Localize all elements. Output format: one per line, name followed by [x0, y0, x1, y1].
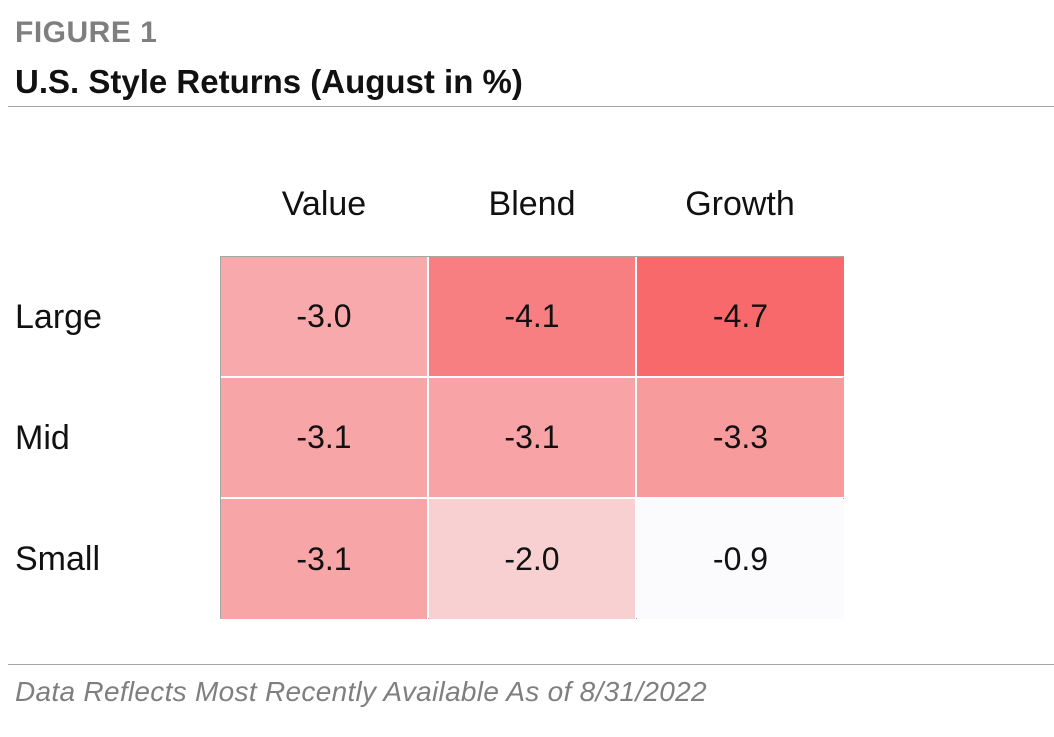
row-header-small: Small — [15, 540, 101, 578]
heatmap-cell-small-growth: -0.9 — [637, 499, 844, 619]
column-header-value: Value — [281, 185, 367, 223]
heatmap-cell-small-value: -3.1 — [221, 499, 428, 619]
chart-title: U.S. Style Returns (August in %) — [15, 63, 523, 100]
heatmap-cell-small-blend: -2.0 — [429, 499, 636, 619]
heatmap-cell-mid-blend: -3.1 — [429, 378, 636, 498]
heatmap-cell-large-blend: -4.1 — [429, 257, 636, 377]
figure-label: FIGURE 1 — [15, 16, 158, 49]
heatmap-cell-mid-value: -3.1 — [221, 378, 428, 498]
row-header-mid: Mid — [15, 419, 70, 457]
row-header-large: Large — [15, 298, 102, 336]
heatmap-grid: -3.0 -4.1 -4.7 -3.1 -3.1 -3.3 -3.1 -2.0 -0.9 — [220, 256, 844, 619]
heatmap-cell-large-value: -3.0 — [221, 257, 428, 377]
column-header-blend: Blend — [488, 185, 576, 223]
column-header-growth: Growth — [685, 185, 795, 223]
heatmap-cell-large-growth: -4.7 — [637, 257, 844, 377]
heatmap-cell-mid-growth: -3.3 — [637, 378, 844, 498]
top-divider — [8, 106, 1054, 107]
data-footnote: Data Reflects Most Recently Available As… — [15, 676, 707, 707]
bottom-divider — [8, 664, 1054, 665]
